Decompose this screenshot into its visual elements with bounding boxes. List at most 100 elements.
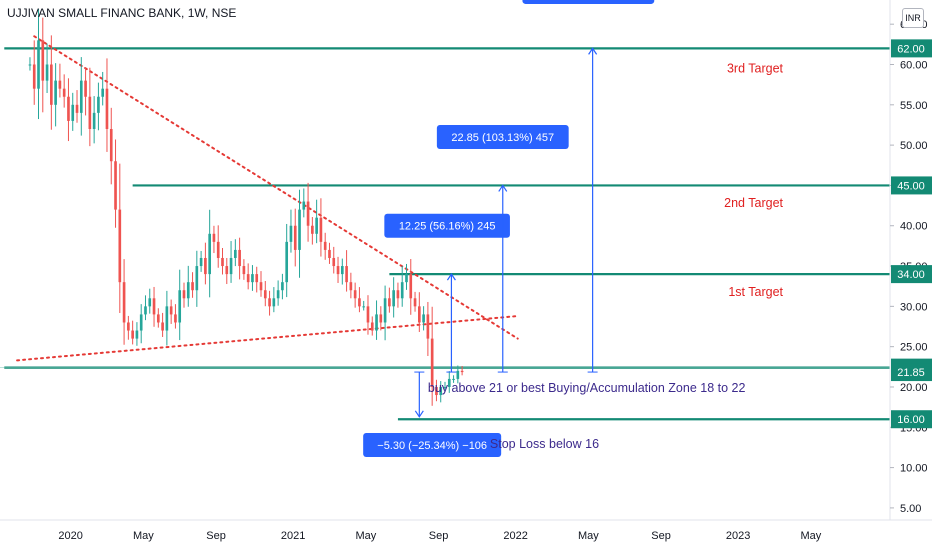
candle-body (88, 96, 92, 129)
candle-body (370, 322, 374, 331)
y-tick-label: 30.00 (900, 301, 928, 313)
candle-body (460, 370, 464, 373)
measure-arrowhead (446, 273, 456, 281)
candle-body (375, 314, 378, 331)
level-price-label: 34.00 (897, 269, 925, 281)
candle-body (409, 274, 413, 299)
candle-body (84, 80, 87, 97)
candle-body (319, 217, 323, 242)
candle-body (443, 386, 447, 388)
candle-body (426, 314, 430, 339)
y-tick-label: 20.00 (900, 382, 928, 394)
candle-body (306, 201, 310, 226)
y-tick-label: 60.00 (900, 59, 928, 71)
candle-body (251, 274, 254, 283)
level-price-label: 45.00 (897, 180, 925, 192)
y-tick-label: 5.00 (900, 503, 921, 515)
y-tick-label: 55.00 (900, 100, 928, 112)
candle-body (105, 88, 109, 129)
measure-arrowhead (414, 410, 424, 418)
candle-body (315, 217, 318, 234)
candle-body (298, 209, 301, 250)
last-price-label: 21.85 (897, 367, 925, 379)
candle-body (229, 257, 233, 275)
x-tick-label: 2020 (58, 530, 82, 542)
candle-body (71, 104, 75, 121)
candle-body (92, 112, 96, 129)
candle-body (122, 282, 126, 323)
candle-body (242, 266, 246, 275)
level-price-label: 62.00 (897, 43, 925, 55)
candle-body (144, 306, 147, 315)
candle-body (131, 330, 134, 339)
candle-body (379, 314, 383, 323)
candle-body (302, 201, 306, 210)
candle-body (58, 80, 62, 89)
candle-body (109, 128, 113, 162)
annotation-text: 2nd Target (724, 196, 783, 210)
x-tick-label: May (800, 530, 821, 542)
candle-body (79, 80, 83, 113)
candle-body (114, 161, 117, 210)
candle-body (332, 257, 336, 267)
candle-body (118, 209, 122, 283)
candle-body (208, 233, 211, 275)
candle-body (422, 314, 425, 323)
candle-body (311, 225, 314, 234)
candle-body (340, 266, 344, 275)
candle-body (161, 322, 164, 331)
candle-body (349, 282, 353, 291)
candle-body (45, 64, 49, 81)
trendline (33, 35, 519, 340)
annotation-text: 3rd Target (727, 62, 784, 76)
candle-body (366, 306, 370, 323)
measure-arrowhead (498, 184, 508, 192)
candle-body (165, 306, 169, 331)
candle-body (178, 290, 182, 323)
measure-box (522, 0, 655, 4)
candle-body (221, 257, 224, 267)
candle-body (174, 314, 177, 323)
candle-body (152, 298, 156, 315)
y-tick-label: 50.00 (900, 140, 928, 152)
candle-body (182, 290, 186, 299)
candle-body (191, 282, 194, 291)
candle-body (50, 64, 53, 105)
candle-body (447, 378, 451, 387)
trendline (16, 315, 519, 362)
candle-body (75, 104, 79, 113)
candle-body (336, 266, 340, 275)
measure-label: 22.85 (103.13%) 457 (451, 132, 554, 144)
candle-body (392, 290, 395, 307)
candle-body (186, 282, 190, 299)
level-price-tag (891, 176, 932, 195)
candle-body (430, 338, 434, 387)
candle-body (388, 298, 391, 307)
candle-body (439, 386, 443, 396)
candle-body (37, 40, 40, 89)
candle-body (358, 298, 361, 307)
candle-body (323, 241, 327, 250)
x-tick-label: 2022 (503, 530, 527, 542)
candle-body (353, 290, 357, 299)
candle-body (405, 274, 408, 283)
measure-arrowhead (588, 47, 598, 55)
candle-body (225, 266, 229, 275)
y-tick-label: 25.00 (900, 342, 928, 354)
candle-body (212, 233, 216, 242)
x-tick-label: May (133, 530, 154, 542)
symbol-title: UJJIVAN SMALL FINANC BANK, 1W, NSE (7, 6, 237, 20)
candle-body (97, 96, 100, 113)
x-tick-label: May (578, 530, 599, 542)
y-tick-label: 40.00 (900, 221, 928, 233)
candle-body (156, 314, 160, 323)
x-tick-label: Sep (651, 530, 671, 542)
candle-body (268, 298, 271, 307)
currency-button[interactable]: INR (902, 8, 924, 28)
x-tick-label: Sep (206, 530, 226, 542)
candle-body (418, 306, 421, 323)
candle-body (362, 306, 366, 308)
candle-body (135, 330, 139, 339)
